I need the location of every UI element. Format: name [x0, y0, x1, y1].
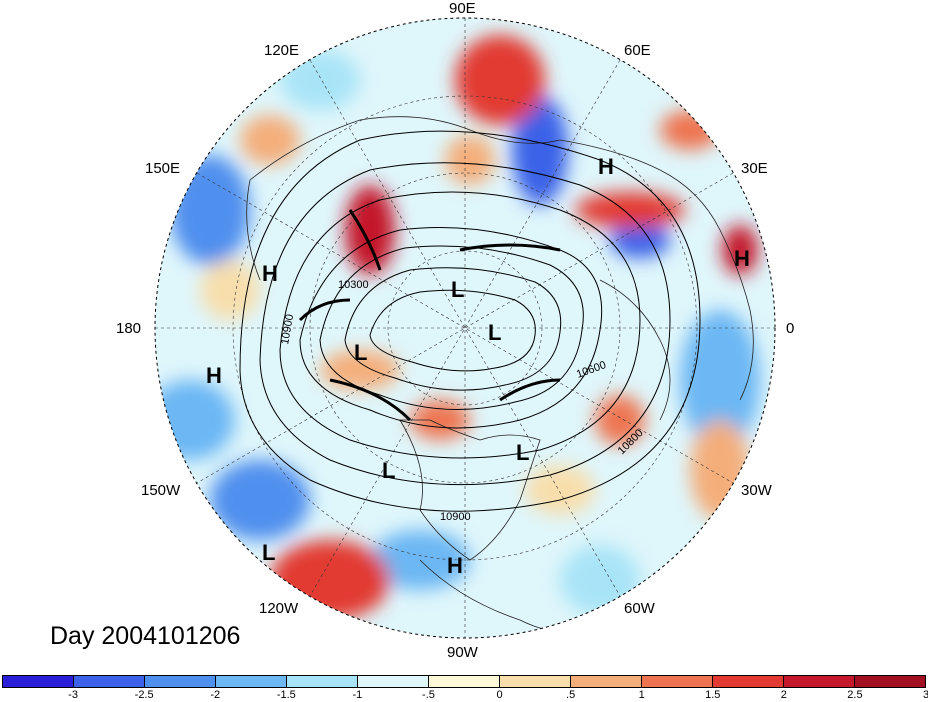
colorbar-swatch: [855, 676, 925, 687]
colorbar-tick-label: 1.5: [705, 689, 721, 701]
graticule: [155, 18, 775, 638]
colorbar-swatch: [429, 676, 500, 687]
colorbar-tick-label: .5: [566, 689, 576, 701]
colorbar-swatch: [713, 676, 784, 687]
lon-label-120w: 120W: [259, 600, 299, 617]
colorbar-swatch: [358, 676, 429, 687]
lon-label-30e: 30E: [741, 160, 768, 177]
colorbar-swatch: [145, 676, 216, 687]
colorbar-swatch: [642, 676, 713, 687]
lon-label-120e: 120E: [264, 42, 300, 59]
high-pressure-label: H: [262, 261, 278, 286]
colorbar-tick-label: 2: [780, 689, 787, 701]
lon-label-30w: 30W: [741, 482, 772, 499]
low-pressure-label: L: [354, 340, 367, 365]
low-pressure-label: L: [451, 277, 464, 302]
colorbar-tick-label: -.5: [422, 689, 435, 701]
anomaly-field: [155, 18, 775, 638]
low-pressure-label: L: [488, 320, 501, 345]
colorbar-tick-label: 1: [638, 689, 645, 701]
colorbar-tick-label: -1.5: [276, 689, 296, 701]
contour-label: 10900: [279, 313, 296, 345]
colorbar-swatch: [287, 676, 358, 687]
lon-label-180: 180: [116, 320, 142, 337]
lon-label-150w: 150W: [141, 482, 181, 499]
high-pressure-label: H: [447, 553, 463, 578]
colorbar-swatch: [74, 676, 145, 687]
contour-label: 10900: [440, 511, 471, 523]
colorbar: [2, 675, 926, 688]
colorbar-swatch: [500, 676, 571, 687]
colorbar-tick-label: -2.5: [134, 689, 154, 701]
date-title: Day 2004101206: [50, 622, 241, 650]
colorbar-tick-label: -3: [68, 689, 78, 701]
coastlines: [246, 116, 754, 634]
lon-label-0: 0: [786, 320, 795, 337]
low-pressure-label: L: [382, 458, 395, 483]
colorbar-tick-label: 0: [496, 689, 503, 701]
colorbar-tick-label: 2.5: [847, 689, 863, 701]
colorbar-tick-label: 3: [922, 689, 928, 701]
lon-label-60e: 60E: [624, 42, 651, 59]
colorbar-swatch: [784, 676, 855, 687]
colorbar-tick-label: -1: [352, 689, 363, 701]
high-pressure-label: H: [598, 154, 614, 179]
contour-label: 10300: [338, 279, 369, 291]
height-contours: [239, 130, 701, 512]
lon-label-60w: 60W: [624, 600, 655, 617]
lon-label-90e: 90E: [449, 0, 476, 17]
low-pressure-label: L: [262, 540, 275, 565]
jet-contours: [298, 209, 561, 422]
lon-label-150e: 150E: [145, 160, 181, 177]
high-pressure-label: H: [206, 363, 222, 388]
map-boundary: [154, 17, 776, 639]
colorbar-swatch: [3, 676, 74, 687]
high-pressure-label: H: [734, 246, 750, 271]
colorbar-swatch: [571, 676, 642, 687]
colorbar-swatch: [216, 676, 287, 687]
lon-label-90w: 90W: [447, 644, 478, 661]
colorbar-tick-label: -2: [210, 689, 221, 701]
low-pressure-label: L: [516, 440, 529, 465]
